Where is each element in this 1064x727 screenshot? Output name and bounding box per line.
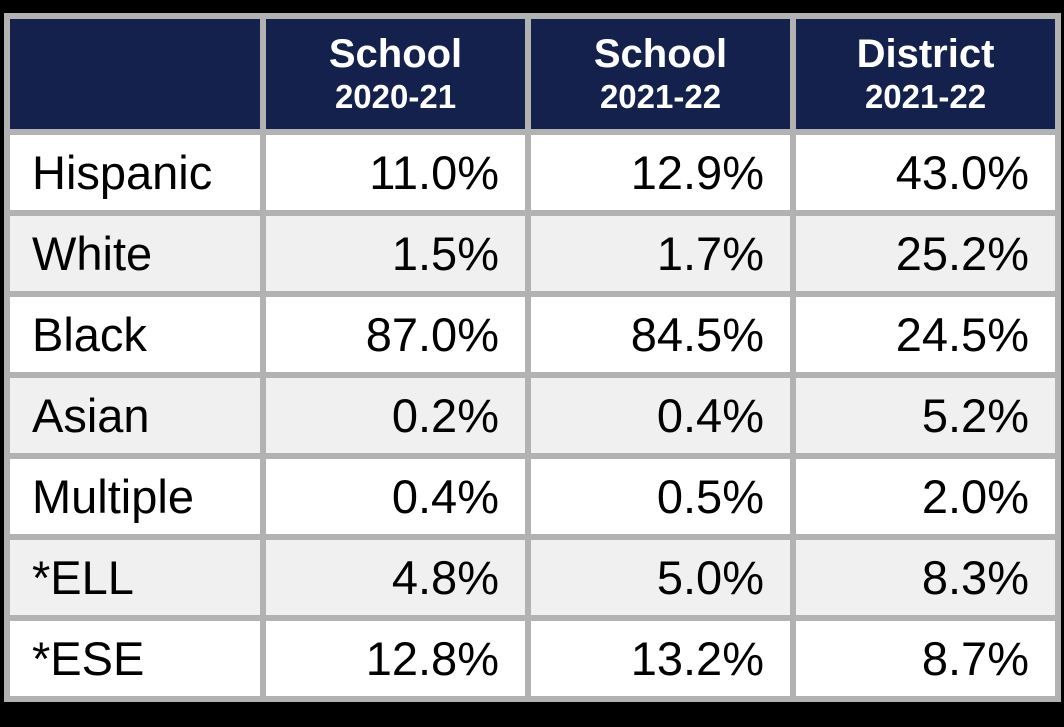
row-label: *ELL (10, 540, 260, 615)
value-cell: 1.5% (266, 216, 525, 291)
value-cell: 0.5% (531, 459, 790, 534)
value-cell: 0.4% (531, 378, 790, 453)
col-header-school-2020-21: School 2020-21 (266, 19, 525, 129)
value-cell: 1.7% (531, 216, 790, 291)
col-header-year: 2021-22 (864, 78, 987, 116)
value-cell: 87.0% (266, 297, 525, 372)
table-row-multiple: Multiple 0.4% 0.5% 2.0% (10, 459, 1055, 534)
value-cell: 11.0% (266, 135, 525, 210)
value-cell: 25.2% (796, 216, 1055, 291)
row-label: Asian (10, 378, 260, 453)
col-header-title: School (593, 32, 728, 77)
value-cell: 24.5% (796, 297, 1055, 372)
table-row-ell: *ELL 4.8% 5.0% 8.3% (10, 540, 1055, 615)
value-cell: 12.9% (531, 135, 790, 210)
header-row: School 2020-21 School 2021-22 District 2… (10, 19, 1055, 129)
value-cell: 84.5% (531, 297, 790, 372)
value-cell: 8.7% (796, 621, 1055, 696)
table-row-hispanic: Hispanic 11.0% 12.9% 43.0% (10, 135, 1055, 210)
value-cell: 13.2% (531, 621, 790, 696)
col-header-title: District (856, 32, 995, 77)
row-label: *ESE (10, 621, 260, 696)
col-header-district-2021-22: District 2021-22 (796, 19, 1055, 129)
col-header-year: 2020-21 (334, 78, 457, 116)
table-row-ese: *ESE 12.8% 13.2% 8.7% (10, 621, 1055, 696)
row-label: Hispanic (10, 135, 260, 210)
row-label: White (10, 216, 260, 291)
table-row-white: White 1.5% 1.7% 25.2% (10, 216, 1055, 291)
corner-cell (10, 19, 260, 129)
col-header-year: 2021-22 (599, 78, 722, 116)
table-row-black: Black 87.0% 84.5% 24.5% (10, 297, 1055, 372)
table-row-asian: Asian 0.2% 0.4% 5.2% (10, 378, 1055, 453)
value-cell: 5.0% (531, 540, 790, 615)
value-cell: 43.0% (796, 135, 1055, 210)
col-header-school-2021-22: School 2021-22 (531, 19, 790, 129)
value-cell: 5.2% (796, 378, 1055, 453)
value-cell: 8.3% (796, 540, 1055, 615)
value-cell: 2.0% (796, 459, 1055, 534)
value-cell: 4.8% (266, 540, 525, 615)
col-header-title: School (328, 32, 463, 77)
value-cell: 12.8% (266, 621, 525, 696)
value-cell: 0.2% (266, 378, 525, 453)
value-cell: 0.4% (266, 459, 525, 534)
row-label: Multiple (10, 459, 260, 534)
row-label: Black (10, 297, 260, 372)
demographics-table: School 2020-21 School 2021-22 District 2… (4, 13, 1061, 702)
